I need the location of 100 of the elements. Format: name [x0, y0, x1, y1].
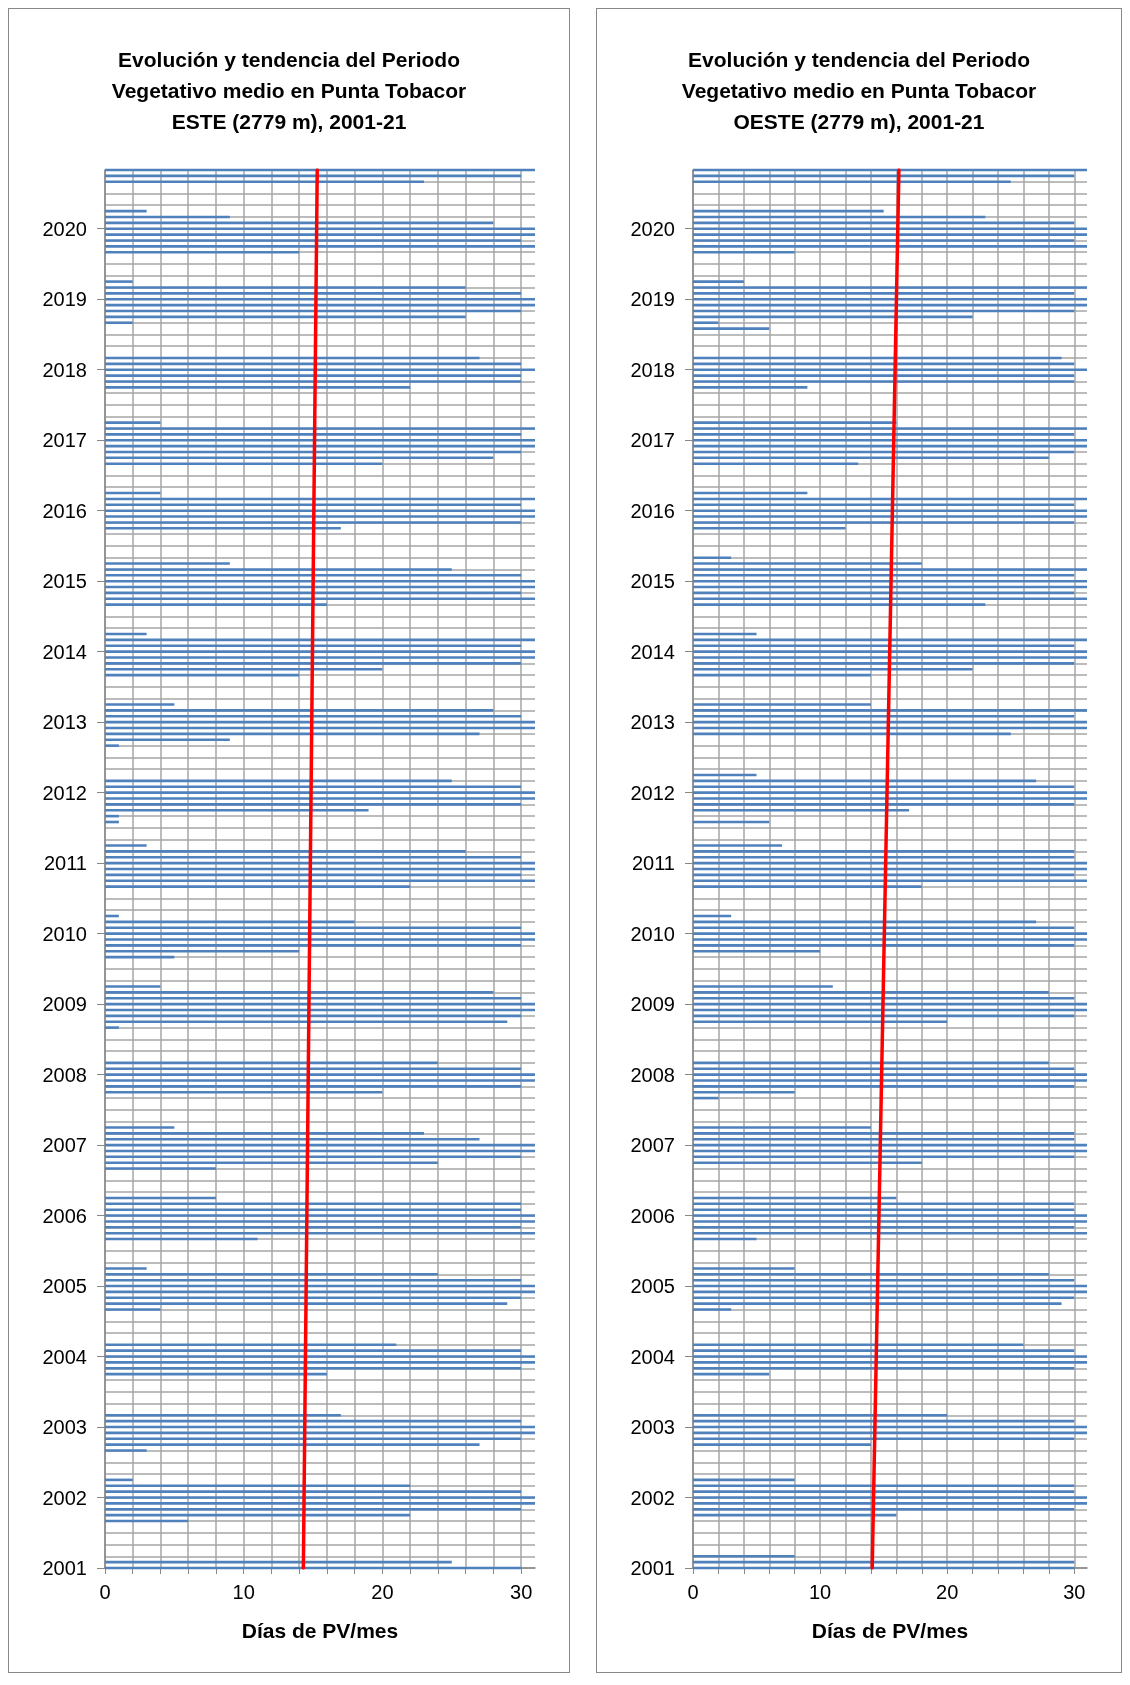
- bar: [105, 1167, 216, 1170]
- y-tick-label: 2002: [42, 1486, 87, 1509]
- y-tick-label: 2008: [630, 1063, 675, 1086]
- bar: [693, 808, 910, 812]
- bar: [105, 1302, 508, 1305]
- bar: [105, 1161, 438, 1164]
- bar: [693, 574, 1075, 577]
- y-tick-label: 2011: [43, 852, 87, 875]
- x-tick-label: 0: [99, 1581, 111, 1603]
- bar: [105, 1507, 522, 1511]
- y-tick-label: 2007: [42, 1134, 87, 1157]
- y-tick-label: 2004: [42, 1345, 87, 1368]
- bar: [693, 855, 1075, 859]
- y-tick-label: 2001: [630, 1557, 675, 1579]
- bar: [105, 996, 522, 1000]
- bar: [105, 656, 535, 659]
- bar: [105, 785, 522, 789]
- x-tick-label: 0: [687, 1581, 699, 1603]
- bar: [105, 1137, 480, 1141]
- bar: [105, 321, 133, 325]
- y-tick-label: 2007: [630, 1134, 675, 1157]
- y-tick-label: 2020: [42, 217, 87, 240]
- x-tick-label: 30: [1063, 1581, 1086, 1603]
- bar: [693, 433, 1075, 436]
- bar: [105, 926, 522, 930]
- bar: [105, 1343, 397, 1347]
- bar: [105, 562, 230, 565]
- bar: [693, 949, 821, 953]
- y-tick-label: 2003: [630, 1416, 675, 1439]
- bar: [693, 991, 1049, 994]
- bar: [105, 1349, 522, 1352]
- bar: [105, 1208, 522, 1211]
- bar: [105, 855, 522, 859]
- bar: [105, 844, 147, 847]
- x-tick-label: 20: [936, 1581, 959, 1603]
- y-tick-label: 2015: [630, 570, 675, 593]
- y-tick-label: 2005: [630, 1275, 675, 1298]
- bar: [105, 1126, 175, 1129]
- bar: [693, 1020, 948, 1024]
- bar: [693, 250, 795, 254]
- y-tick-label: 2018: [630, 358, 675, 381]
- bar: [105, 850, 466, 853]
- bar: [105, 803, 522, 806]
- bar: [693, 327, 770, 330]
- bar: [693, 1437, 1075, 1441]
- bar: [693, 515, 1087, 518]
- y-tick-label: 2016: [630, 499, 675, 522]
- bar: [105, 433, 522, 436]
- bar: [105, 667, 383, 671]
- bar: [693, 938, 1087, 941]
- bar: [693, 667, 973, 671]
- x-tick-label: 10: [232, 1581, 255, 1603]
- bar: [693, 1079, 1087, 1082]
- bar: [693, 1361, 1087, 1364]
- bar: [693, 1308, 732, 1311]
- bar: [693, 321, 719, 325]
- y-tick-label: 2009: [630, 993, 675, 1016]
- bar: [693, 662, 1075, 665]
- bar: [105, 1484, 411, 1488]
- bar: [105, 515, 535, 518]
- bar: [105, 1220, 535, 1223]
- y-tick-label: 2012: [630, 781, 675, 804]
- bar: [105, 879, 535, 883]
- x-axis-title: Días de PV/mes: [241, 1619, 399, 1642]
- bar: [693, 1126, 871, 1129]
- y-tick-label: 2006: [630, 1204, 675, 1227]
- x-tick-label: 20: [371, 1581, 394, 1603]
- bar: [693, 944, 1075, 947]
- bar: [693, 556, 732, 559]
- bar: [105, 709, 494, 712]
- bar: [693, 1366, 1075, 1370]
- y-tick-label: 2003: [42, 1416, 87, 1439]
- bar: [693, 926, 1075, 930]
- bar: [105, 662, 522, 665]
- bar: [693, 1090, 795, 1094]
- bar: [693, 245, 1087, 248]
- bar: [693, 1443, 871, 1446]
- bar: [693, 280, 744, 283]
- bar: [105, 703, 175, 706]
- bar: [105, 233, 535, 236]
- bar: [693, 844, 782, 847]
- bar: [693, 1507, 1075, 1511]
- bar: [105, 1308, 161, 1311]
- bar: [693, 1161, 922, 1164]
- y-tick-label: 2002: [630, 1486, 675, 1509]
- y-tick-label: 2018: [42, 358, 87, 381]
- bar: [693, 1413, 948, 1417]
- bar: [693, 521, 1075, 524]
- y-tick-label: 2006: [42, 1204, 87, 1227]
- bar: [105, 462, 383, 465]
- bar: [693, 1132, 1075, 1135]
- y-tick-label: 2008: [42, 1063, 87, 1086]
- bar: [693, 985, 833, 988]
- bar: [693, 879, 1087, 883]
- bar: [105, 250, 300, 254]
- y-tick-label: 2005: [42, 1275, 87, 1298]
- y-tick-label: 2019: [42, 288, 87, 311]
- bar: [105, 1273, 438, 1276]
- bar: [105, 1437, 522, 1441]
- bar: [105, 597, 535, 601]
